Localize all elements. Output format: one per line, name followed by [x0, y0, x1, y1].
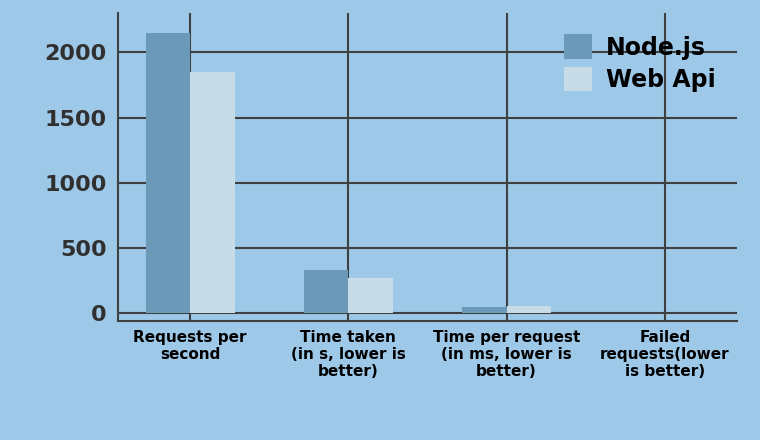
Bar: [304, 270, 348, 313]
Bar: [462, 307, 507, 313]
Bar: [190, 72, 235, 313]
Bar: [146, 33, 190, 313]
Bar: [348, 278, 393, 313]
Legend: Node.js, Web Api: Node.js, Web Api: [554, 25, 725, 101]
Bar: [507, 306, 551, 313]
